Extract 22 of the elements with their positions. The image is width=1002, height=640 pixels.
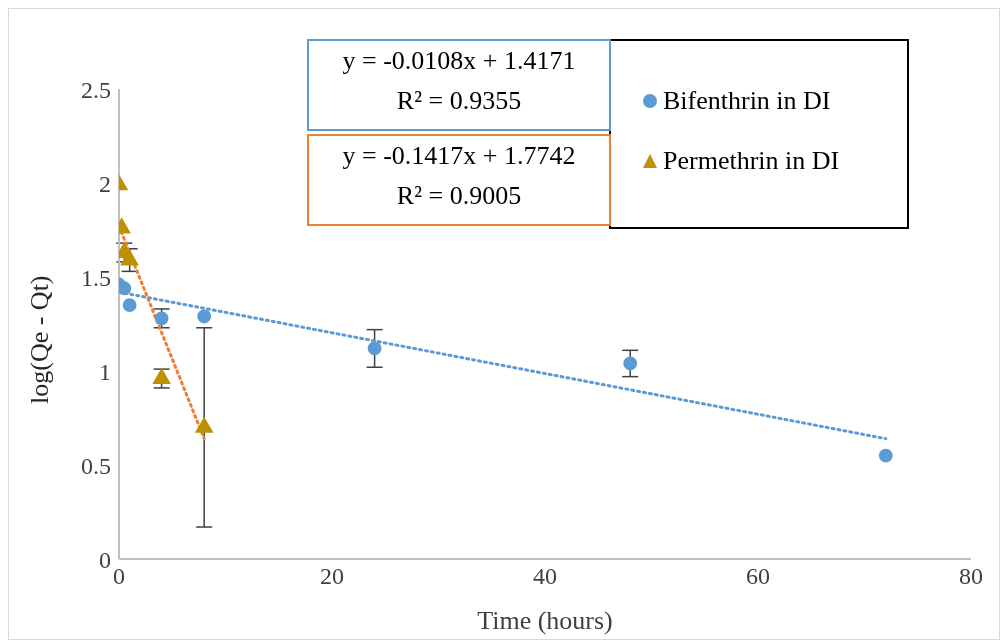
point [119,281,132,296]
y-tick-label: 2.5 [81,76,111,103]
point [367,341,382,356]
y-tick-label: 0.5 [81,452,111,479]
point [122,298,137,313]
point [623,356,638,371]
y-tick-label: 1.5 [81,264,111,291]
x-tick-label: 40 [533,563,557,590]
x-tick-label: 80 [959,563,983,590]
point [878,448,893,463]
point [197,309,212,324]
legend-label: Bifenthrin in DI [663,85,831,117]
legend-label: Permethrin in DI [663,145,840,177]
x-tick-label: 20 [320,563,344,590]
x-tick-label: 60 [746,563,770,590]
y-axis-title: log(Qe - Qt) [25,275,55,404]
y-tick-label: 1 [99,358,111,385]
y-tick-label: 0 [99,546,111,573]
y-tick-label: 2 [99,170,111,197]
annotation: y = -0.1417x + 1.7742 R² = 0.9005 [307,134,611,226]
annotation: y = -0.0108x + 1.4171 R² = 0.9355 [307,39,611,131]
x-axis-title: Time (hours) [477,606,613,635]
